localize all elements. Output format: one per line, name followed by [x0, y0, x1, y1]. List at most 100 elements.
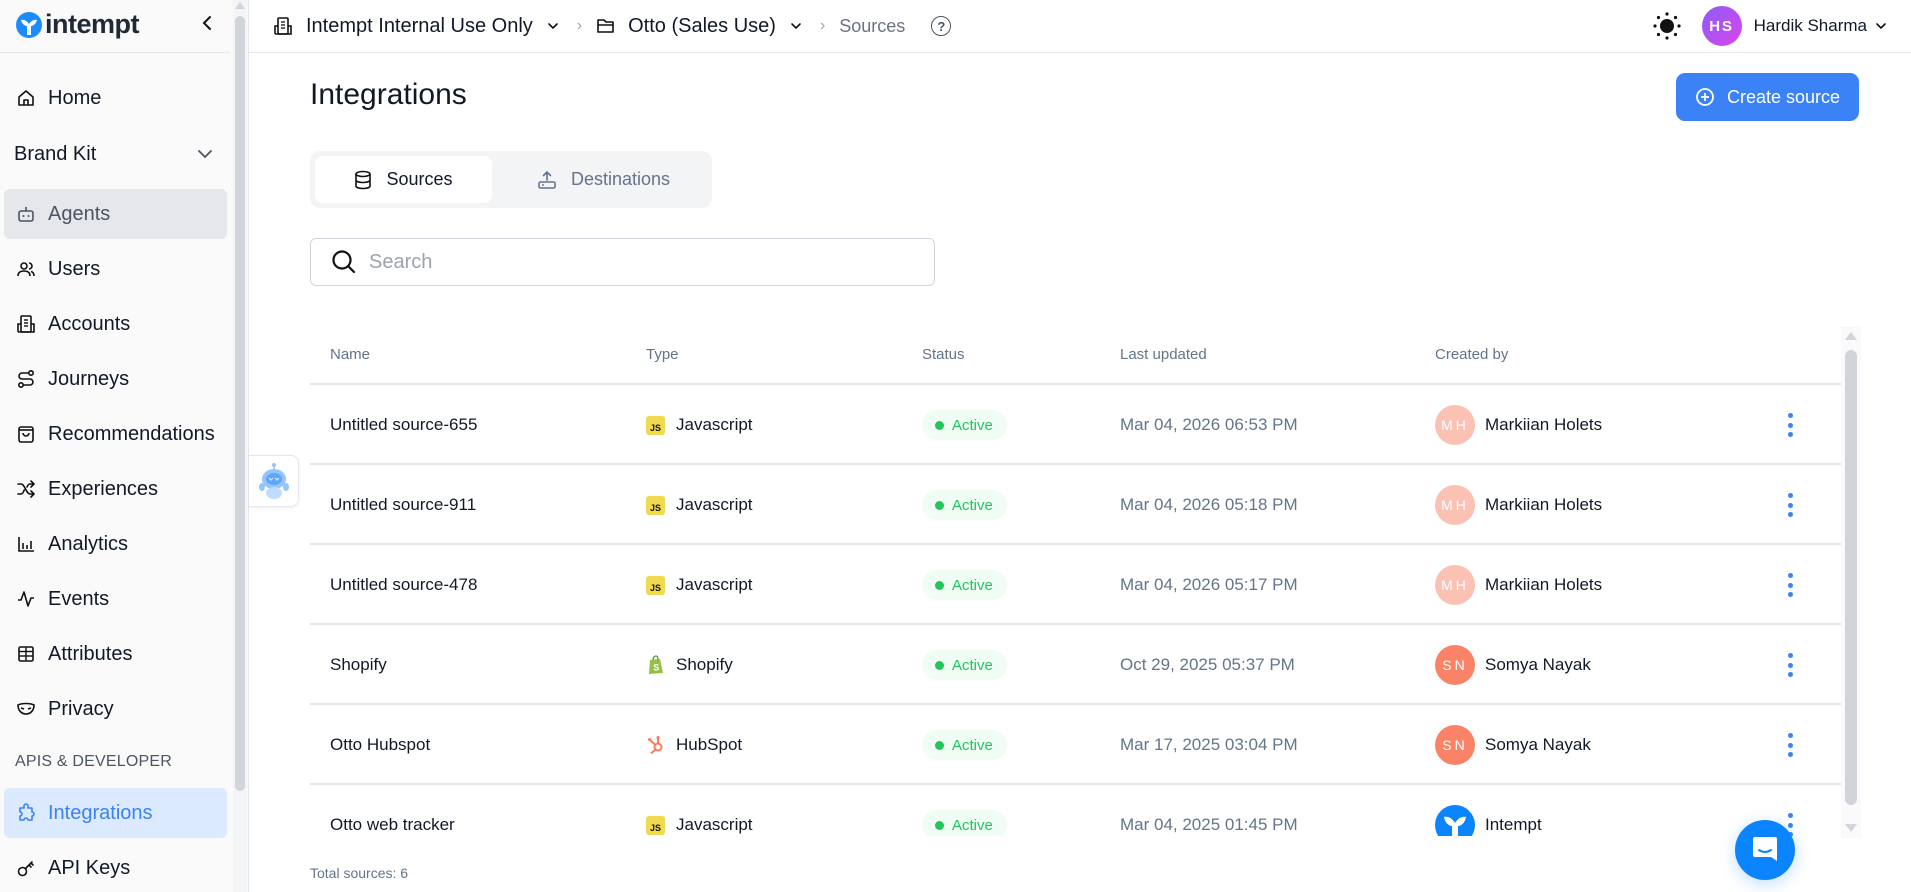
- sidebar-item-api-keys[interactable]: API Keys: [4, 843, 227, 892]
- breadcrumb-current: Sources: [839, 15, 906, 36]
- sidebar-scrollbar[interactable]: [233, 0, 247, 892]
- search-input[interactable]: [369, 250, 909, 274]
- creator-name: Somya Nayak: [1485, 735, 1591, 754]
- avatar: MH: [1435, 485, 1475, 525]
- chevron-down-icon[interactable]: [547, 22, 559, 30]
- status-label: Active: [952, 496, 993, 514]
- theme-toggle-button[interactable]: [1652, 11, 1682, 41]
- status-badge: Active: [922, 730, 1007, 760]
- sidebar-item-journeys[interactable]: Journeys: [4, 354, 227, 404]
- source-name[interactable]: Untitled source-478: [330, 575, 478, 594]
- source-status: Active: [922, 465, 1007, 545]
- ai-assistant-button[interactable]: [249, 455, 299, 507]
- row-actions-menu-icon[interactable]: [1780, 571, 1800, 599]
- table-row[interactable]: Otto Hubspot HubSpot Active Mar 17, 2025…: [310, 705, 1841, 785]
- last-updated: Mar 04, 2026 05:17 PM: [1120, 575, 1298, 594]
- row-actions-menu-icon[interactable]: [1780, 491, 1800, 519]
- status-badge: Active: [922, 810, 1007, 836]
- database-icon: [355, 170, 372, 189]
- sidebar-item-agents[interactable]: Agents: [4, 189, 227, 239]
- tab-label: Sources: [386, 169, 453, 189]
- table-row[interactable]: Untitled source-911 JS Javascript Active…: [310, 465, 1841, 545]
- creator-name: Markiian Holets: [1485, 415, 1603, 434]
- sidebar-item-label: Accounts: [48, 312, 131, 335]
- puzzle-icon: [16, 803, 36, 823]
- status-label: Active: [952, 416, 993, 434]
- logo-text: intempt: [45, 9, 140, 39]
- table-row[interactable]: Shopify S Shopify Active Oct 29, 2025 05…: [310, 625, 1841, 705]
- breadcrumb-organization[interactable]: Intempt Internal Use Only: [274, 15, 559, 38]
- status-label: Active: [952, 736, 993, 754]
- status-dot-icon: [935, 420, 944, 430]
- chevron-down-icon[interactable]: [1875, 22, 1887, 30]
- table-row[interactable]: Untitled source-478 JS Javascript Active…: [310, 545, 1841, 625]
- plus-circle-icon: [1696, 88, 1714, 106]
- table-row[interactable]: Untitled source-655 JS Javascript Active…: [310, 385, 1841, 465]
- create-source-button[interactable]: Create source: [1676, 73, 1859, 121]
- user-avatar[interactable]: HS: [1701, 6, 1742, 46]
- chevron-down-icon[interactable]: [790, 22, 802, 30]
- status-badge: Active: [922, 650, 1007, 680]
- source-type: JS Javascript: [646, 545, 753, 625]
- create-source-label: Create source: [1726, 86, 1841, 107]
- column-header-last-updated[interactable]: Last updated: [1120, 346, 1207, 363]
- user-name[interactable]: Hardik Sharma: [1753, 16, 1867, 35]
- source-type-label: Shopify: [676, 655, 733, 674]
- source-name[interactable]: Untitled source-911: [330, 495, 477, 514]
- logo[interactable]: intempt: [15, 9, 140, 40]
- last-updated: Oct 29, 2025 05:37 PM: [1120, 655, 1295, 674]
- tab-destinations[interactable]: Destinations: [500, 156, 707, 203]
- sun-icon: [1653, 12, 1681, 40]
- table-scrollbar[interactable]: [1841, 326, 1861, 838]
- sidebar-group-brand-kit[interactable]: Brand Kit: [4, 129, 227, 179]
- source-status: Active: [922, 625, 1007, 705]
- shopify-icon: S: [646, 655, 665, 675]
- row-actions-menu-icon[interactable]: [1780, 731, 1800, 759]
- chat-support-button[interactable]: [1735, 820, 1795, 880]
- row-actions-menu-icon[interactable]: [1780, 411, 1800, 439]
- scroll-down-arrow-icon[interactable]: [1845, 824, 1857, 832]
- source-name[interactable]: Otto Hubspot: [330, 735, 431, 754]
- row-actions-menu-icon[interactable]: [1780, 651, 1800, 679]
- breadcrumb-label: Otto (Sales Use): [628, 14, 776, 37]
- avatar: SN: [1435, 645, 1475, 685]
- column-header-type[interactable]: Type: [646, 346, 679, 363]
- sidebar-item-label: Privacy: [48, 697, 114, 720]
- chevron-left-icon: [202, 16, 211, 30]
- section-label-apis-developer: APIS & DEVELOPER: [15, 753, 173, 770]
- mask-icon: [16, 699, 36, 719]
- status-dot-icon: [935, 740, 944, 750]
- sidebar-scrollbar-thumb[interactable]: [235, 16, 245, 791]
- column-header-status[interactable]: Status: [922, 346, 965, 363]
- sidebar-item-home[interactable]: Home: [4, 73, 227, 123]
- sidebar-item-events[interactable]: Events: [4, 574, 227, 624]
- sidebar-item-attributes[interactable]: Attributes: [4, 629, 227, 679]
- creator-name: Somya Nayak: [1485, 655, 1591, 674]
- last-updated: Mar 04, 2025 01:45 PM: [1120, 815, 1298, 834]
- tab-sources[interactable]: Sources: [315, 156, 492, 203]
- collapse-sidebar-button[interactable]: [196, 12, 218, 34]
- sidebar-item-privacy[interactable]: Privacy: [4, 684, 227, 734]
- javascript-icon: JS: [646, 415, 665, 435]
- sidebar-item-recommendations[interactable]: Recommendations: [4, 409, 227, 459]
- source-name[interactable]: Otto web tracker: [330, 815, 455, 834]
- table-scrollbar-thumb[interactable]: [1845, 350, 1857, 805]
- help-icon[interactable]: ?: [931, 16, 952, 36]
- creator-name: Intempt: [1485, 815, 1542, 834]
- breadcrumb-project[interactable]: Otto (Sales Use): [596, 15, 802, 38]
- sidebar-item-experiences[interactable]: Experiences: [4, 464, 227, 514]
- page-title: Integrations: [310, 78, 467, 111]
- column-header-name[interactable]: Name: [330, 346, 371, 363]
- sidebar-item-analytics[interactable]: Analytics: [4, 519, 227, 569]
- source-name[interactable]: Untitled source-655: [330, 415, 478, 434]
- source-name[interactable]: Shopify: [330, 655, 387, 674]
- scroll-up-arrow-icon[interactable]: [235, 2, 245, 9]
- sidebar-item-integrations[interactable]: Integrations: [4, 788, 227, 838]
- scroll-up-arrow-icon[interactable]: [1845, 332, 1857, 340]
- sidebar-item-users[interactable]: Users: [4, 244, 227, 294]
- sidebar-item-accounts[interactable]: Accounts: [4, 299, 227, 349]
- table-row[interactable]: Otto web tracker JS Javascript Active Ma…: [310, 785, 1841, 836]
- robot-assistant-icon: [258, 463, 289, 499]
- column-header-created-by[interactable]: Created by: [1435, 346, 1509, 363]
